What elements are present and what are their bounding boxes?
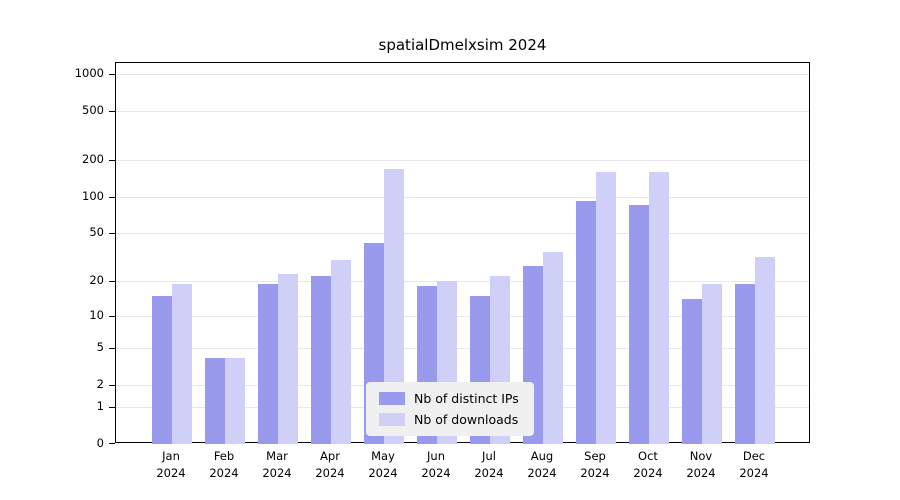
bar-distinct-ips	[682, 299, 702, 444]
gridline	[116, 280, 809, 282]
bar-downloads	[755, 256, 775, 444]
y-tick-label: 100	[82, 188, 104, 203]
gridline	[116, 233, 809, 235]
y-tick-mark	[109, 385, 115, 387]
y-tick-label: 1	[96, 398, 104, 413]
bar-downloads	[278, 273, 298, 444]
x-tick-label: Jul 2024	[474, 449, 504, 480]
chart-legend: Nb of distinct IPs Nb of downloads	[366, 382, 534, 436]
y-tick-mark	[109, 233, 115, 235]
y-tick-label: 5	[96, 340, 104, 354]
bar-downloads	[225, 357, 245, 444]
gridline	[116, 196, 809, 198]
bar-downloads	[331, 260, 351, 444]
y-tick-label: 500	[82, 103, 104, 118]
plot-area: Nb of distinct IPs Nb of downloads	[109, 62, 810, 444]
y-tick-label: 200	[82, 152, 104, 166]
gridline	[116, 348, 809, 349]
bar-distinct-ips	[629, 205, 649, 444]
bar-distinct-ips	[735, 283, 755, 444]
x-tick-label: Mar 2024	[262, 449, 292, 480]
x-tick-label: Sep 2024	[580, 449, 610, 480]
legend-item-distinct-ips: Nb of distinct IPs	[379, 391, 519, 406]
y-tick-label: 50	[89, 225, 104, 240]
bar-distinct-ips	[258, 283, 278, 444]
x-tick-label: May 2024	[368, 449, 398, 480]
gridline	[116, 74, 809, 75]
legend-item-downloads: Nb of downloads	[379, 412, 519, 427]
x-tick-label: Oct 2024	[633, 449, 663, 480]
bar-distinct-ips	[576, 201, 596, 444]
y-tick-label: 0	[96, 436, 104, 450]
y-tick-mark	[109, 111, 115, 113]
x-axis-labels: Jan 2024 Feb 2024 Mar 2024 Apr 2024 May 2024…	[115, 448, 810, 490]
y-tick-mark	[109, 280, 115, 282]
bar-downloads	[543, 252, 563, 444]
bar-downloads	[649, 171, 669, 444]
y-tick-mark	[109, 406, 115, 408]
legend-label-distinct-ips: Nb of distinct IPs	[414, 391, 519, 406]
bar-downloads	[384, 168, 404, 444]
bar-downloads	[702, 283, 722, 444]
bar-distinct-ips	[311, 276, 331, 444]
x-tick-label: Feb 2024	[209, 449, 239, 480]
x-tick-label: Jan 2024	[156, 449, 186, 480]
chart-title: spatialDmelxsim 2024	[378, 36, 547, 54]
bar-distinct-ips	[205, 357, 225, 444]
y-tick-mark	[109, 196, 115, 198]
gridline	[116, 315, 809, 317]
y-tick-mark	[109, 315, 115, 317]
y-tick-label: 20	[89, 272, 104, 287]
y-axis-labels: 0 1 2 5 10 20 50 100 200 500 1000	[30, 62, 104, 450]
x-tick-label: Apr 2024	[315, 449, 345, 480]
legend-swatch-downloads	[379, 413, 405, 426]
y-tick-label: 1000	[74, 66, 104, 80]
bar-downloads	[596, 171, 616, 444]
bar-distinct-ips	[152, 295, 172, 444]
x-tick-label: Aug 2024	[527, 449, 557, 480]
gridline	[116, 111, 809, 113]
legend-swatch-distinct-ips	[379, 392, 405, 405]
y-tick-mark	[109, 348, 115, 349]
y-tick-mark	[109, 443, 115, 444]
gridline	[116, 160, 809, 161]
x-tick-label: Jun 2024	[421, 449, 451, 480]
x-tick-label: Dec 2024	[739, 449, 769, 480]
y-tick-label: 10	[89, 307, 104, 322]
legend-label-downloads: Nb of downloads	[414, 412, 519, 427]
y-tick-mark	[109, 74, 115, 75]
bar-downloads	[172, 283, 192, 444]
y-tick-label: 2	[96, 377, 104, 392]
x-tick-label: Nov 2024	[686, 449, 716, 480]
y-tick-mark	[109, 160, 115, 161]
